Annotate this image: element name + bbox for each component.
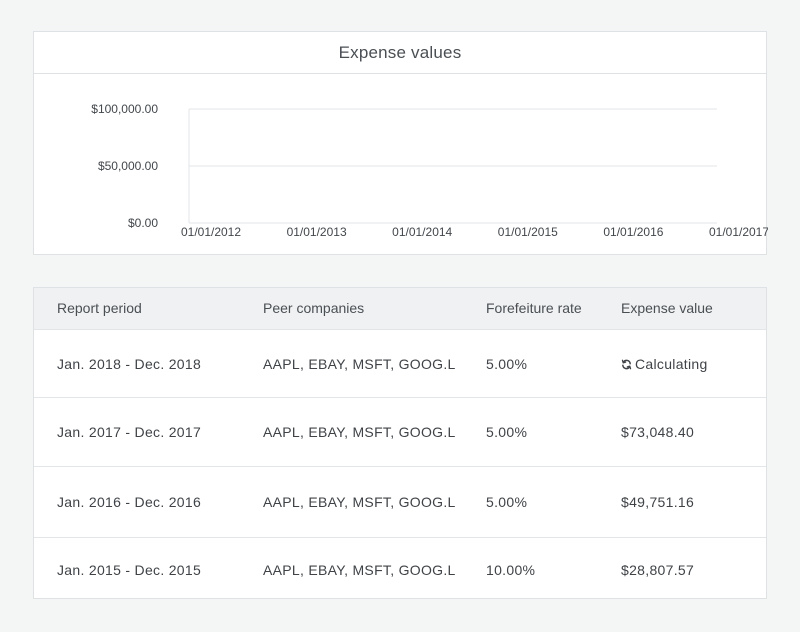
expense-value: Calculating [621, 356, 708, 372]
header-peer-companies[interactable]: Peer companies [263, 300, 365, 316]
report-period: Jan. 2018 - Dec. 2018 [57, 355, 202, 372]
table-header-row: Report period Peer companies Forefeiture… [34, 288, 766, 330]
forfeiture-rate: 10.00% [486, 562, 536, 578]
report-period: Jan. 2016 - Dec. 2016 [57, 494, 202, 510]
forfeiture-rate: 5.00% [486, 494, 528, 510]
peer-companies: AAPL, EBAY, MSFT, GOOG.L [263, 562, 456, 578]
peer-companies: AAPL, EBAY, MSFT, GOOG.L [263, 494, 456, 510]
expense-value: $28,807.57 [621, 562, 695, 578]
header-forfeiture-rate[interactable]: Forefeiture rate [486, 300, 582, 316]
table-row[interactable]: Jan. 2018 - Dec. 2018 AAPL, EBAY, MSFT, … [34, 330, 766, 398]
x-tick-label: 01/01/2014 [392, 225, 452, 239]
report-period: Jan. 2015 - Dec. 2015 [57, 562, 202, 578]
x-tick-label: 01/01/2017 [709, 225, 768, 239]
chart-title: Expense values [34, 32, 766, 74]
expense-value-status: Calculating [635, 355, 708, 372]
peer-companies: AAPL, EBAY, MSFT, GOOG.L [263, 355, 456, 372]
x-tick-label: 01/01/2013 [287, 225, 347, 239]
table-row[interactable]: Jan. 2016 - Dec. 2016 AAPL, EBAY, MSFT, … [34, 467, 766, 538]
y-tick-label: $100,000.00 [91, 102, 158, 116]
x-tick-label: 01/01/2015 [498, 225, 558, 239]
peer-companies: AAPL, EBAY, MSFT, GOOG.L [263, 424, 456, 440]
y-tick-label: $50,000.00 [98, 159, 158, 173]
refresh-icon [621, 359, 632, 369]
x-tick-label: 01/01/2012 [181, 225, 241, 239]
header-expense-value[interactable]: Expense value [621, 300, 713, 316]
table-row[interactable]: Jan. 2017 - Dec. 2017 AAPL, EBAY, MSFT, … [34, 398, 766, 467]
expense-chart: $100,000.00 $50,000.00 $0.00 01/01/2012 01/0… [91, 102, 768, 239]
header-report-period[interactable]: Report period [57, 300, 142, 316]
report-period: Jan. 2017 - Dec. 2017 [57, 424, 202, 440]
expense-value: $49,751.16 [621, 494, 695, 510]
forfeiture-rate: 5.00% [486, 424, 528, 440]
expense-table: Report period Peer companies Forefeiture… [33, 287, 767, 599]
forfeiture-rate: 5.00% [486, 355, 528, 372]
table-row[interactable]: Jan. 2015 - Dec. 2015 AAPL, EBAY, MSFT, … [34, 538, 766, 602]
expense-chart-card: Expense values $100,000.00 $50,000.00 $0.0… [33, 31, 768, 255]
x-tick-label: 01/01/2016 [603, 225, 663, 239]
expense-value: $73,048.40 [621, 424, 695, 440]
y-tick-label: $0.00 [128, 216, 158, 230]
